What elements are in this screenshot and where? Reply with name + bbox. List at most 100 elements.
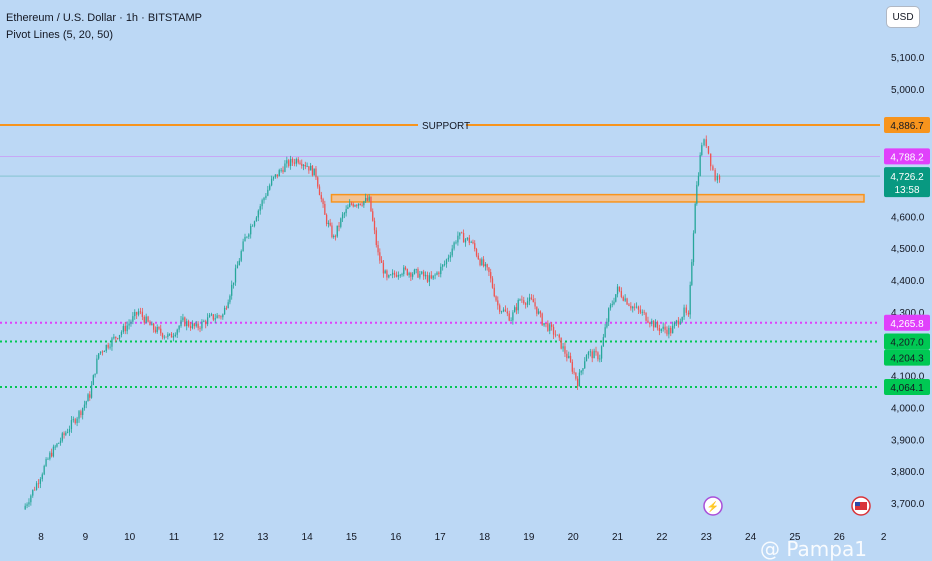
candle-body <box>710 153 712 167</box>
candle-body <box>199 327 201 329</box>
candle-body <box>384 270 386 274</box>
candle-body <box>415 269 417 270</box>
candle-body <box>683 307 685 318</box>
candle-body <box>388 274 390 278</box>
candle-body <box>672 325 674 334</box>
candle-body <box>687 312 690 315</box>
candle-body <box>357 203 360 206</box>
candle-body <box>412 273 414 277</box>
candle-body <box>380 260 383 263</box>
indicator-label[interactable]: Pivot Lines (5, 20, 50) <box>6 29 114 41</box>
candle-body <box>178 326 180 330</box>
candle-body <box>515 307 518 311</box>
candle-body <box>143 316 145 323</box>
candle-body <box>449 255 451 258</box>
candle-body <box>80 411 82 416</box>
candle-body <box>552 326 555 335</box>
candle-body <box>474 243 476 250</box>
candle-body <box>526 301 529 305</box>
price-tick-label: 5,000.0 <box>891 85 925 96</box>
candle-body <box>168 333 171 335</box>
candle-body <box>664 326 666 330</box>
candle-body <box>514 307 516 313</box>
candle-body <box>541 313 543 326</box>
candle-body <box>118 334 121 339</box>
candle-body <box>488 267 490 273</box>
candle-body <box>74 419 76 424</box>
candle-body <box>428 275 431 282</box>
candle-body <box>347 206 349 209</box>
candle-body <box>426 274 429 282</box>
candle-body <box>272 176 275 179</box>
candle-body <box>616 286 619 295</box>
candle-body <box>240 251 242 261</box>
date-tick-label: 8 <box>38 532 44 543</box>
candle-body <box>608 308 610 322</box>
candle-body <box>556 334 559 336</box>
candle-body <box>699 154 701 176</box>
candle-body <box>212 314 214 320</box>
lightning-glyph: ⚡ <box>707 500 719 513</box>
candle-body <box>679 321 681 325</box>
candle-body <box>187 321 190 327</box>
candle-body <box>214 318 216 320</box>
candle-body <box>445 259 448 265</box>
candle-body <box>654 322 657 328</box>
symbol-title[interactable]: Ethereum / U.S. Dollar · 1h · BITSTAMP <box>6 12 203 24</box>
candle-body <box>491 278 494 288</box>
candle-body <box>223 307 226 315</box>
candle-body <box>560 337 562 349</box>
candle-body <box>49 452 51 459</box>
candle-body <box>694 203 696 234</box>
candle-body <box>668 327 670 335</box>
support-price-tag-bg <box>884 116 930 133</box>
candle-body <box>37 483 40 485</box>
candle-body <box>139 311 142 313</box>
candle-body <box>373 220 376 231</box>
candle-body <box>341 214 344 219</box>
candle-body <box>193 323 195 327</box>
currency-button[interactable]: USD <box>886 6 920 28</box>
candle-body <box>658 327 661 331</box>
candle-body <box>154 329 157 333</box>
candle-body <box>512 312 514 321</box>
candle-body <box>352 203 354 207</box>
candle-body <box>242 241 244 252</box>
candle-body <box>261 200 263 207</box>
candle-body <box>186 321 188 327</box>
candle-body <box>248 234 250 237</box>
candle-body <box>571 361 573 372</box>
candle-body <box>593 350 595 359</box>
candle-body <box>641 311 643 313</box>
candle-body <box>311 165 314 176</box>
candle-body <box>401 274 403 275</box>
candle-body <box>82 407 84 416</box>
candle-body <box>432 275 434 279</box>
candle-body <box>508 313 510 321</box>
candle-body <box>440 266 442 275</box>
candle-body <box>257 210 259 218</box>
candle-body <box>455 242 457 244</box>
candle-body <box>459 232 461 236</box>
candle-body <box>716 175 718 181</box>
candle-body <box>502 309 505 312</box>
candle-body <box>238 260 240 266</box>
date-tick-label: 12 <box>213 532 225 543</box>
chart-legend: Ethereum / U.S. Dollar · 1h · BITSTAMP P… <box>6 10 202 44</box>
candle-body <box>568 355 570 359</box>
candle-body <box>589 351 591 353</box>
candle-body <box>379 252 381 261</box>
candle-body <box>543 323 545 326</box>
candle-body <box>525 303 527 305</box>
flag-canton <box>855 502 860 506</box>
candle-body <box>336 225 338 237</box>
candle-body <box>201 321 203 329</box>
candle-body <box>390 274 392 276</box>
candle-body <box>479 259 481 266</box>
candle-body <box>368 196 370 201</box>
candle-body <box>182 317 184 321</box>
candle-body <box>208 314 211 318</box>
candle-body <box>493 287 495 297</box>
